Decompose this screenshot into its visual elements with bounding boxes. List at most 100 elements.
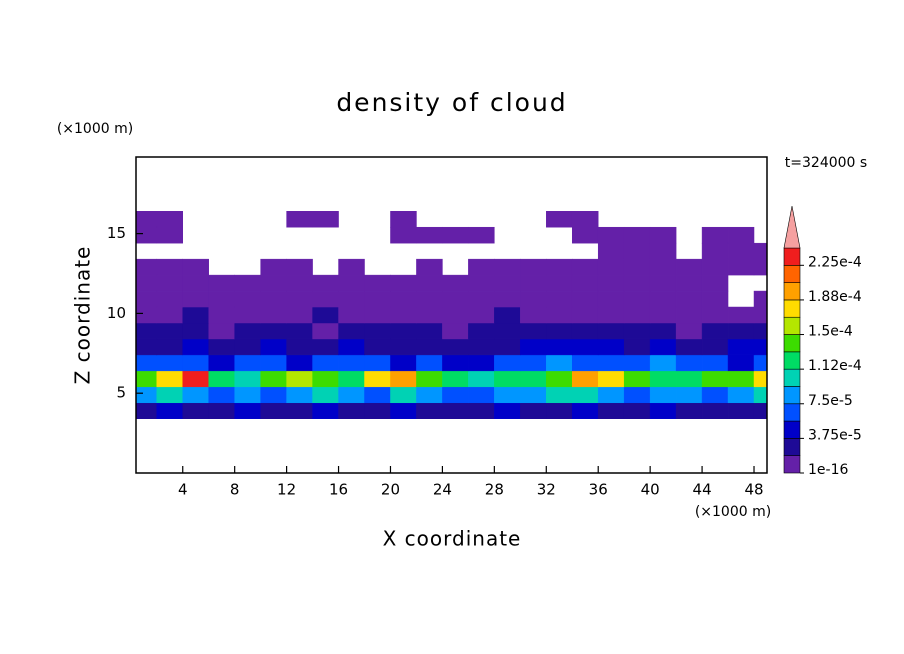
field-cell <box>494 386 521 404</box>
field-cell <box>312 370 339 388</box>
field-cell <box>727 306 755 324</box>
y-tick-label: 15 <box>107 224 126 242</box>
field-cell <box>468 402 495 419</box>
field-cell <box>623 258 651 276</box>
field-cell <box>753 338 767 356</box>
field-cell <box>312 211 339 228</box>
field-cell <box>675 306 703 324</box>
colorbar-label: 1.5e-4 <box>808 324 853 340</box>
field-cell <box>136 370 158 388</box>
colorbar-box <box>783 316 801 335</box>
field-cell <box>727 242 755 260</box>
field-cell <box>546 402 573 419</box>
field-cell <box>727 338 755 356</box>
x-tick-label: 24 <box>433 481 452 499</box>
field-cell <box>338 370 365 388</box>
field-cell <box>597 290 625 308</box>
field-cell <box>208 306 235 324</box>
field-cell <box>701 402 729 419</box>
field-cell <box>338 306 365 324</box>
field-cell <box>597 386 625 404</box>
field-cell <box>494 338 521 356</box>
field-cell <box>156 211 183 228</box>
field-cell <box>136 354 158 372</box>
field-cell <box>623 242 651 260</box>
x-tick-label: 20 <box>381 481 400 499</box>
field-cell <box>753 306 767 324</box>
field-cell <box>623 386 651 404</box>
chart-title: density of cloud <box>336 88 567 117</box>
field-cell <box>416 274 443 292</box>
field-cell <box>753 242 767 260</box>
y-axis-label: Z coordinate <box>71 246 95 385</box>
field-cell <box>520 354 547 372</box>
field-cell <box>442 226 469 244</box>
field-cell <box>234 402 261 419</box>
field-cell <box>649 306 677 324</box>
field-cell <box>623 306 651 324</box>
field-cell <box>649 226 677 244</box>
field-cell <box>701 338 729 356</box>
field-cell <box>338 274 365 292</box>
y-unit: (×1000 m) <box>57 121 133 137</box>
field-cell <box>208 322 235 340</box>
field-cell <box>623 322 651 340</box>
field-cell <box>727 386 755 404</box>
x-tick-label: 16 <box>329 481 348 499</box>
colorbar-box <box>783 265 801 283</box>
field-cell <box>208 386 235 404</box>
field-cell <box>136 386 158 404</box>
time-label: t=324000 s <box>785 155 867 171</box>
field-cell <box>136 211 158 228</box>
field-cell <box>234 338 261 356</box>
field-cell <box>753 290 767 308</box>
field-cell <box>136 306 158 324</box>
field-cell <box>701 370 729 388</box>
field-cell <box>649 290 677 308</box>
field-cell <box>260 274 287 292</box>
field-cell <box>442 274 469 292</box>
field-cell <box>390 322 417 340</box>
field-cell <box>136 226 158 244</box>
field-cell <box>571 258 599 276</box>
field-cell <box>260 338 287 356</box>
field-cell <box>312 322 339 340</box>
field-cell <box>312 306 339 324</box>
x-tick-label: 32 <box>537 481 556 499</box>
field-cell <box>312 354 339 372</box>
colorbar-box <box>783 368 801 387</box>
y-tick-label: 10 <box>107 304 126 322</box>
field-cell <box>416 226 443 244</box>
field-cell <box>416 386 443 404</box>
field-cell <box>753 258 767 276</box>
field-cell <box>182 370 209 388</box>
field-cell <box>675 338 703 356</box>
field-cell <box>675 258 703 276</box>
colorbar-box <box>783 334 801 353</box>
x-tick-label: 8 <box>230 481 240 499</box>
field-cell <box>442 322 469 340</box>
field-cell <box>136 258 158 276</box>
field-cell <box>260 370 287 388</box>
field-cell <box>364 386 391 404</box>
field-cell <box>442 402 469 419</box>
field-cell <box>571 274 599 292</box>
field-cell <box>416 306 443 324</box>
field-cell <box>701 242 729 260</box>
field-cell <box>390 338 417 356</box>
field-cell <box>364 354 391 372</box>
field-cell <box>520 402 547 419</box>
field-cell <box>136 338 158 356</box>
colorbar-box <box>783 351 801 370</box>
field-cell <box>156 258 183 276</box>
field-cell <box>234 354 261 372</box>
field-cell <box>494 402 521 419</box>
field-cell <box>571 226 599 244</box>
field-cell <box>675 290 703 308</box>
field-cell <box>520 258 547 276</box>
field-cell <box>701 258 729 276</box>
field-cell <box>234 322 261 340</box>
field-cell <box>260 354 287 372</box>
colorbar-box <box>783 247 801 266</box>
colorbar-box <box>783 438 801 456</box>
